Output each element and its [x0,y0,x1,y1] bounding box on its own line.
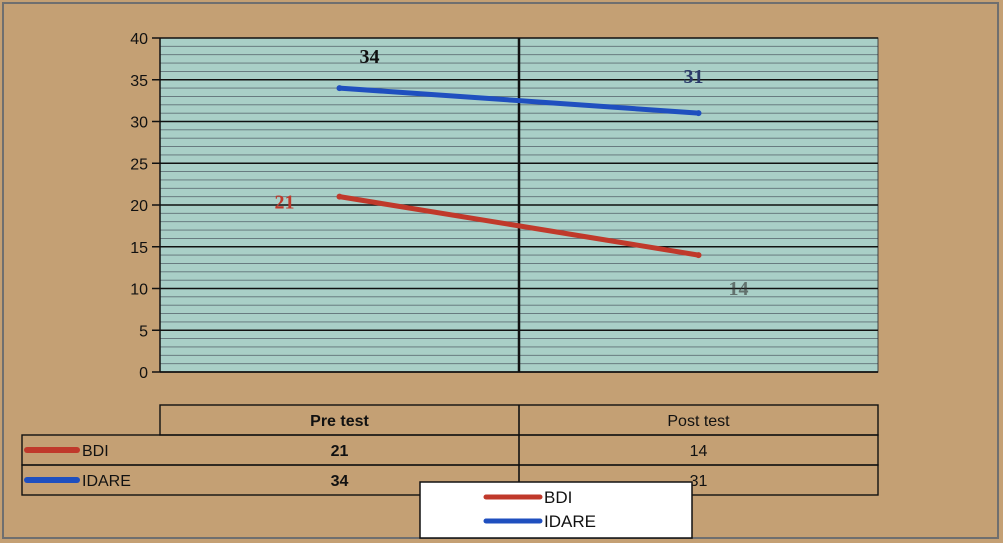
legend-label: BDI [544,488,572,507]
table-value-cell: 34 [331,473,349,490]
y-tick-label: 35 [130,73,148,90]
y-tick-label: 30 [130,115,148,132]
data-point [695,252,702,259]
y-tick-label: 15 [130,240,148,257]
table-value-cell: 31 [690,473,708,490]
data-point [336,193,343,200]
y-tick-label: 40 [130,31,148,48]
data-point [336,85,343,92]
legend-label: IDARE [544,512,596,531]
series-line-bdi [337,194,701,258]
y-tick-label: 25 [130,156,148,173]
y-tick-label: 5 [139,323,148,340]
y-tick-label: 20 [130,198,148,215]
data-label: 21 [275,192,295,214]
table-series-name: BDI [82,443,109,460]
data-point [695,110,702,117]
table-series-name: IDARE [82,473,131,490]
table-header-cell: Pre test [310,413,369,430]
legend-box [419,481,693,539]
series-line-idare [337,85,701,116]
data-label: 14 [729,278,749,300]
table-row [21,434,879,466]
data-label: 31 [684,66,704,88]
table-value-cell: 21 [331,443,349,460]
y-tick-label: 0 [139,365,148,382]
table-header-cell: Post test [667,413,730,430]
table-value-cell: 14 [690,443,708,460]
y-tick-label: 10 [130,282,148,299]
data-label: 34 [360,46,380,68]
